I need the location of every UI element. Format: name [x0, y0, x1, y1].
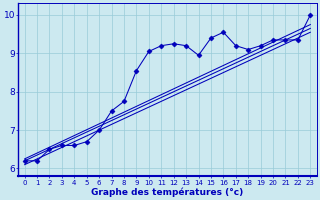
- X-axis label: Graphe des températures (°c): Graphe des températures (°c): [92, 187, 244, 197]
